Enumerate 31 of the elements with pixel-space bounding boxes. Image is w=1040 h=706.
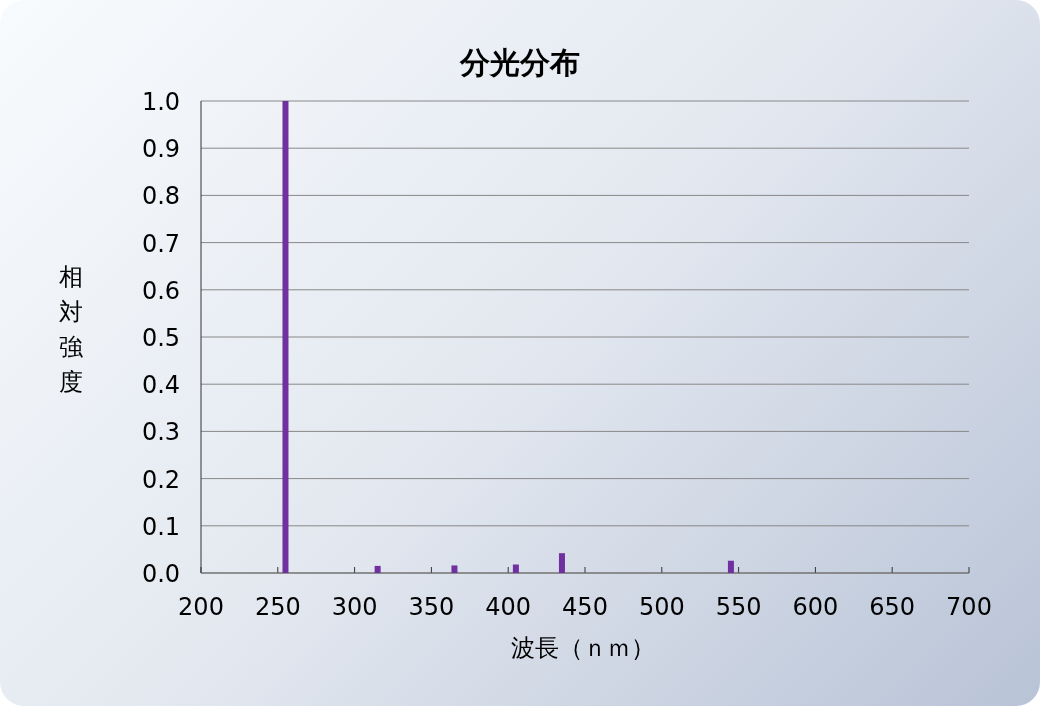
y-tick-label: 0.6 [141,276,181,305]
bar [451,565,458,573]
x-tick-label: 200 [178,593,224,621]
y-tick-label: 0.1 [141,512,181,541]
bar [512,564,519,573]
y-tick-label: 0.4 [141,371,181,400]
y-tick-label: 0.7 [141,229,181,258]
x-tick-label: 500 [638,593,685,621]
bar [374,565,381,573]
y-tick-label: 0.5 [141,324,181,352]
y-tick-label: 0.9 [141,135,181,164]
y-tick-label: 0.3 [141,418,181,447]
x-tick-label: 650 [869,593,916,621]
x-tick-label: 550 [715,593,762,621]
y-tick-label: 0.2 [141,465,181,494]
y-tick-label: 1.0 [141,88,181,116]
y-axis-title: 相対強度 [59,263,83,396]
x-tick-label: 350 [408,593,455,621]
x-tick-label: 700 [946,593,992,621]
chart-title: 分光分布 [459,45,580,80]
x-tick-label: 450 [562,593,608,621]
y-tick-label: 0.8 [141,182,181,211]
bar [558,553,565,573]
x-axis-title: 波長（ｎｍ） [511,634,655,662]
bar [282,101,289,573]
x-tick-label: 300 [331,593,378,621]
x-tick-label: 600 [792,593,839,621]
x-tick-label: 250 [254,593,301,621]
y-tick-label: 0.0 [141,560,181,588]
bar [727,560,734,573]
x-tick-label: 400 [485,593,532,621]
